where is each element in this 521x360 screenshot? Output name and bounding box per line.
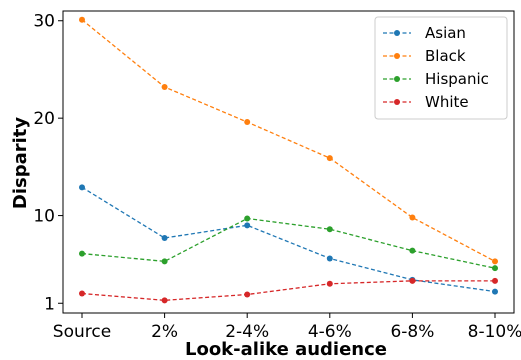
data-point-asian [244, 222, 251, 229]
legend-marker-asian [394, 30, 400, 36]
data-point-white [244, 291, 251, 298]
legend-label-black: Black [425, 47, 466, 65]
data-point-black [492, 258, 498, 265]
data-point-asian [79, 184, 85, 191]
legend-marker-white [394, 99, 400, 105]
data-point-hispanic [326, 226, 333, 233]
data-point-white [492, 277, 498, 284]
data-point-black [244, 119, 251, 126]
data-point-asian [326, 255, 333, 262]
data-point-hispanic [409, 247, 416, 254]
y-tick-label: 20 [33, 109, 55, 129]
legend-marker-black [394, 53, 400, 59]
data-point-white [409, 277, 416, 284]
x-tick-label: 2% [151, 322, 178, 342]
axes: Source 2% 2-4% 4-6% 6-8% 8-10% 1 10 20 30 [33, 12, 521, 342]
series-line-white [81, 280, 495, 301]
data-point-white [79, 290, 85, 297]
data-point-asian [161, 234, 168, 241]
data-point-black [326, 155, 333, 162]
x-tick-label: 6-8% [390, 322, 434, 342]
series-line-hispanic [81, 217, 496, 269]
legend: Asian Black Hispanic White [374, 16, 508, 120]
data-point-black [161, 83, 168, 90]
legend-marker-hispanic [394, 76, 400, 82]
y-axis-title: Disparity [10, 117, 31, 210]
series-line-asian [81, 186, 496, 293]
y-tick-label: 1 [44, 294, 55, 314]
y-tick-label: 30 [33, 12, 55, 32]
legend-label-hispanic: Hispanic [425, 70, 489, 88]
plot-frame [62, 10, 515, 314]
plot-area [62, 10, 515, 314]
data-point-hispanic [161, 258, 168, 265]
data-point-white [161, 297, 168, 304]
data-point-black [409, 214, 416, 221]
legend-box [374, 16, 508, 120]
y-tick-label: 10 [33, 207, 55, 227]
x-tick-label: 8-10% [468, 322, 521, 342]
legend-label-white: White [425, 93, 469, 111]
data-point-white [326, 280, 333, 287]
series-lines [79, 16, 498, 304]
x-tick-label: 4-6% [308, 322, 352, 342]
data-point-hispanic [79, 250, 85, 257]
data-point-black [79, 16, 85, 23]
data-point-hispanic [492, 265, 498, 272]
legend-label-asian: Asian [425, 24, 466, 42]
x-tick-label: Source [53, 322, 111, 342]
series-line-black [81, 19, 496, 262]
x-axis-title: Look-alike audience [185, 339, 387, 360]
x-tick-label: 2-4% [225, 322, 269, 342]
data-point-asian [492, 288, 498, 295]
data-point-hispanic [244, 215, 251, 222]
